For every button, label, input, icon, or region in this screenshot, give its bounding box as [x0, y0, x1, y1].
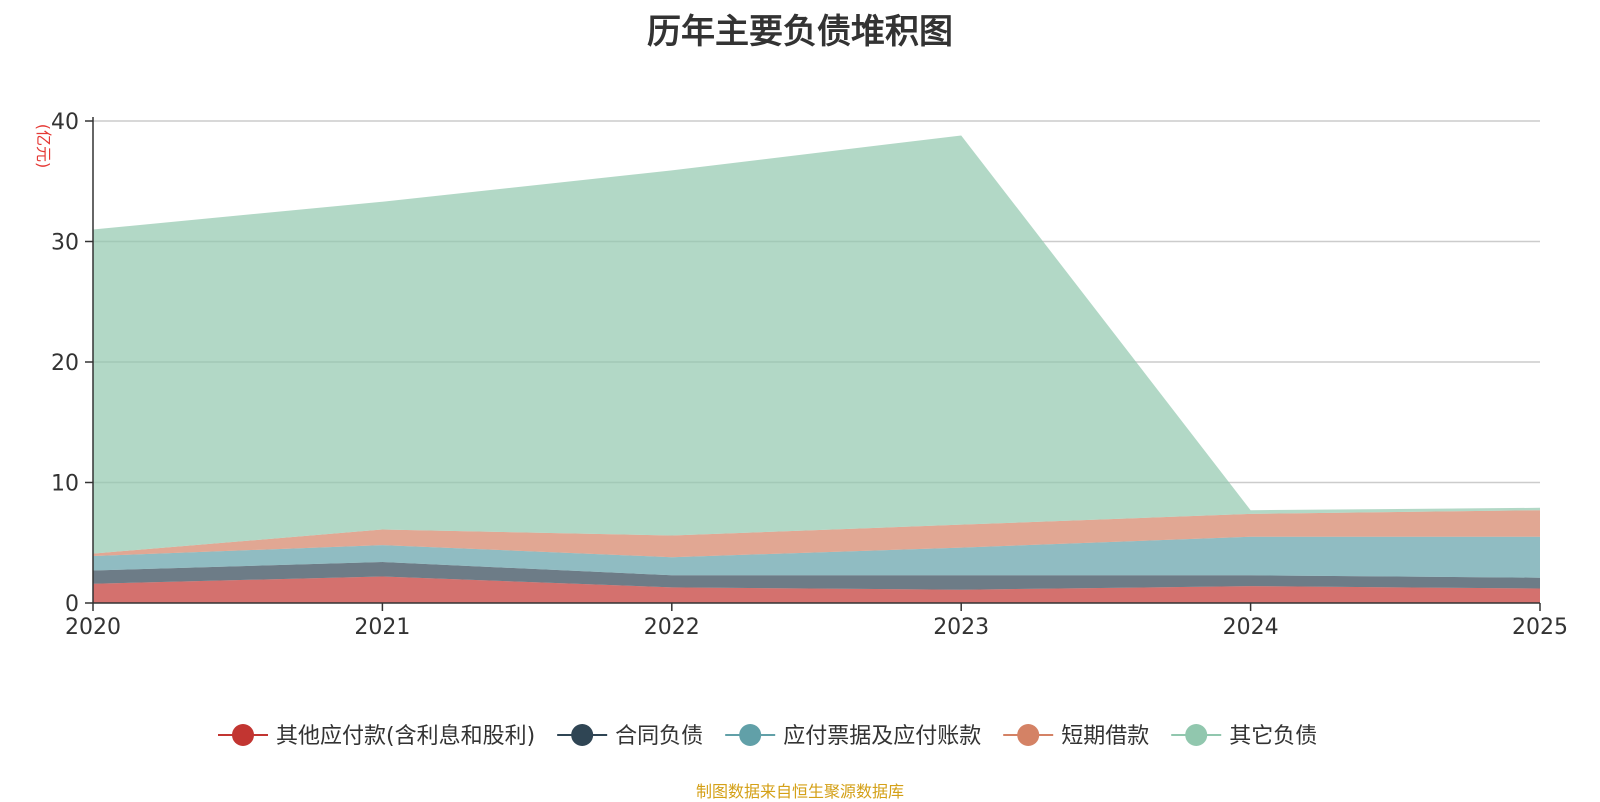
legend-item-2[interactable]: 应付票据及应付账款: [725, 724, 981, 749]
source-note: 制图数据来自恒生聚源数据库: [695, 782, 904, 801]
x-tick-label: 2024: [1223, 615, 1279, 640]
area-series-0: [93, 576, 1540, 603]
legend-circle-marker: [1185, 724, 1208, 746]
area-series-2: [93, 536, 1540, 578]
y-tick-label: 40: [51, 110, 79, 135]
legend-label: 其他应付款(含利息和股利): [276, 724, 535, 749]
legend-item-4[interactable]: 其它负债: [1171, 724, 1317, 749]
y-axis-unit-label: (亿元): [34, 124, 53, 169]
legend-circle-marker: [1017, 724, 1040, 746]
legend-circle-marker: [232, 724, 254, 746]
legend-item-1[interactable]: 合同负债: [557, 724, 703, 749]
legend-label: 短期借款: [1061, 724, 1149, 749]
y-tick-label: 20: [51, 351, 79, 376]
x-tick-label: 2023: [933, 615, 989, 640]
y-tick-label: 10: [51, 472, 79, 497]
y-tick-label: 0: [65, 592, 79, 617]
area-series-group: [93, 135, 1540, 603]
chart-title: 历年主要负债堆积图: [647, 12, 953, 52]
area-series-1: [93, 562, 1540, 590]
y-tick-label: 30: [51, 231, 79, 256]
legend-item-3[interactable]: 短期借款: [1003, 724, 1149, 749]
x-tick-label: 2022: [644, 615, 700, 640]
legend-label: 合同负债: [615, 724, 703, 749]
legend-circle-marker: [571, 724, 594, 746]
legend: 其他应付款(含利息和股利) 合同负债 应付票据及应付账款 短期借款 其它负债: [218, 724, 1317, 749]
legend-item-0[interactable]: 其他应付款(含利息和股利): [218, 724, 535, 749]
x-tick-label: 2021: [354, 615, 410, 640]
axes: 0 10 20 30 40 2020 2021 2022 2023 2024 2025: [51, 110, 1568, 640]
legend-label: 应付票据及应付账款: [783, 724, 981, 749]
x-tick-label: 2025: [1512, 615, 1568, 640]
legend-circle-marker: [739, 724, 762, 746]
area-series-3: [93, 510, 1540, 558]
legend-label: 其它负债: [1229, 724, 1317, 749]
x-tick-label: 2020: [65, 615, 121, 640]
area-series-4: [93, 135, 1540, 554]
